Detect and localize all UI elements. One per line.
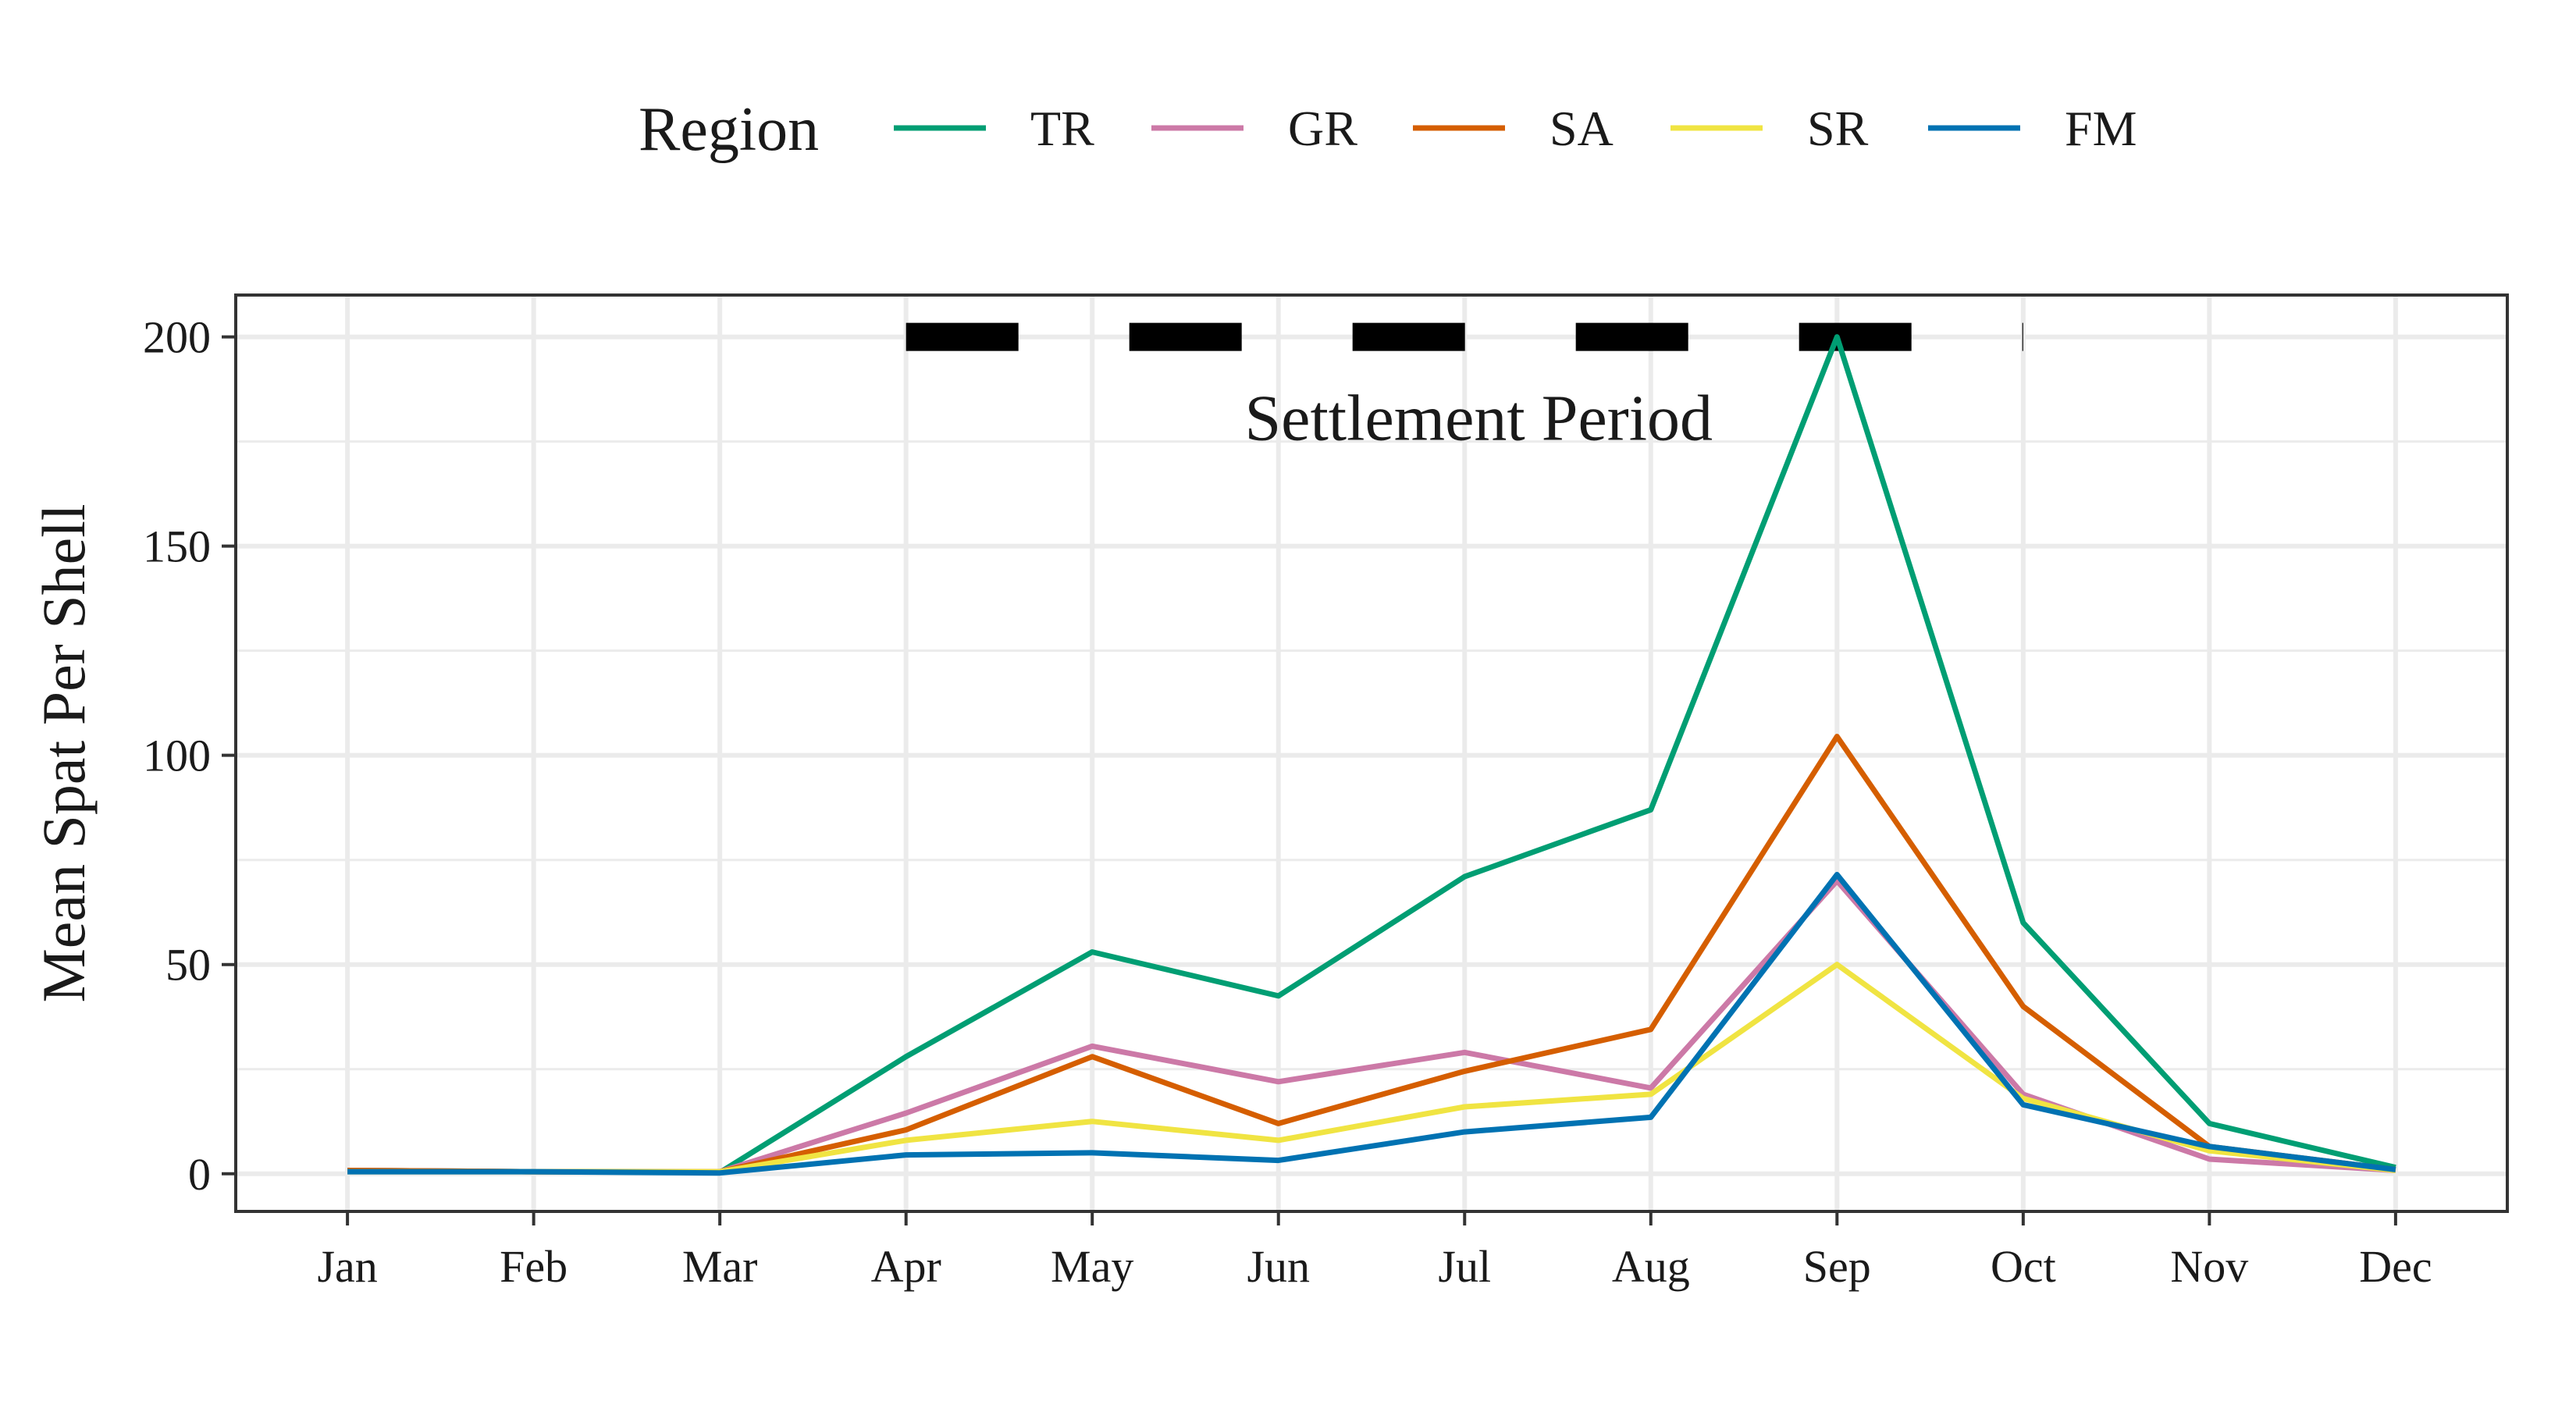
settlement-period-label: Settlement Period	[1244, 382, 1713, 455]
x-tick-label: Jan	[317, 1241, 377, 1292]
y-tick-label: 200	[143, 312, 211, 363]
legend-label-gr: GR	[1288, 101, 1357, 156]
x-tick-label: Mar	[682, 1241, 758, 1292]
series-line-gr	[347, 878, 2396, 1175]
legend-label-sa: SA	[1550, 101, 1614, 156]
x-tick-label: Apr	[871, 1241, 941, 1292]
legend: Region TR GR SA SR FM	[639, 95, 2137, 164]
series-lines	[347, 334, 2396, 1176]
y-tick-label: 100	[143, 731, 211, 781]
legend-label-tr: TR	[1030, 101, 1094, 156]
y-tick-label: 50	[165, 940, 211, 991]
y-axis-title: Mean Spat Per Shell	[30, 503, 98, 1002]
x-tick-label: Jul	[1438, 1241, 1491, 1292]
x-tick-label: Jun	[1247, 1241, 1310, 1292]
plot-panel: Settlement Period	[234, 293, 2509, 1213]
legend-title: Region	[639, 95, 819, 164]
x-tick-label: Aug	[1612, 1241, 1690, 1292]
x-tick-label: Nov	[2170, 1241, 2248, 1292]
panel-border	[234, 293, 2509, 1213]
x-tick-label: Dec	[2359, 1241, 2432, 1292]
y-tick-label: 150	[143, 521, 211, 572]
x-axis: Jan Feb Mar Apr May Jun Jul Aug Sep Oct Nov Dec	[317, 1211, 2432, 1292]
x-tick-label: Oct	[1991, 1241, 2056, 1292]
x-tick-label: May	[1051, 1241, 1133, 1292]
x-tick-label: Feb	[500, 1241, 568, 1292]
y-tick-label: 0	[188, 1149, 211, 1200]
legend-label-fm: FM	[2065, 101, 2137, 156]
y-axis: Mean Spat Per Shell 0 50 100 150 200	[30, 312, 236, 1200]
legend-label-sr: SR	[1807, 101, 1869, 156]
series-line-fm	[347, 872, 2396, 1176]
series-line-sa	[347, 734, 2396, 1175]
x-tick-label: Sep	[1803, 1241, 1871, 1292]
